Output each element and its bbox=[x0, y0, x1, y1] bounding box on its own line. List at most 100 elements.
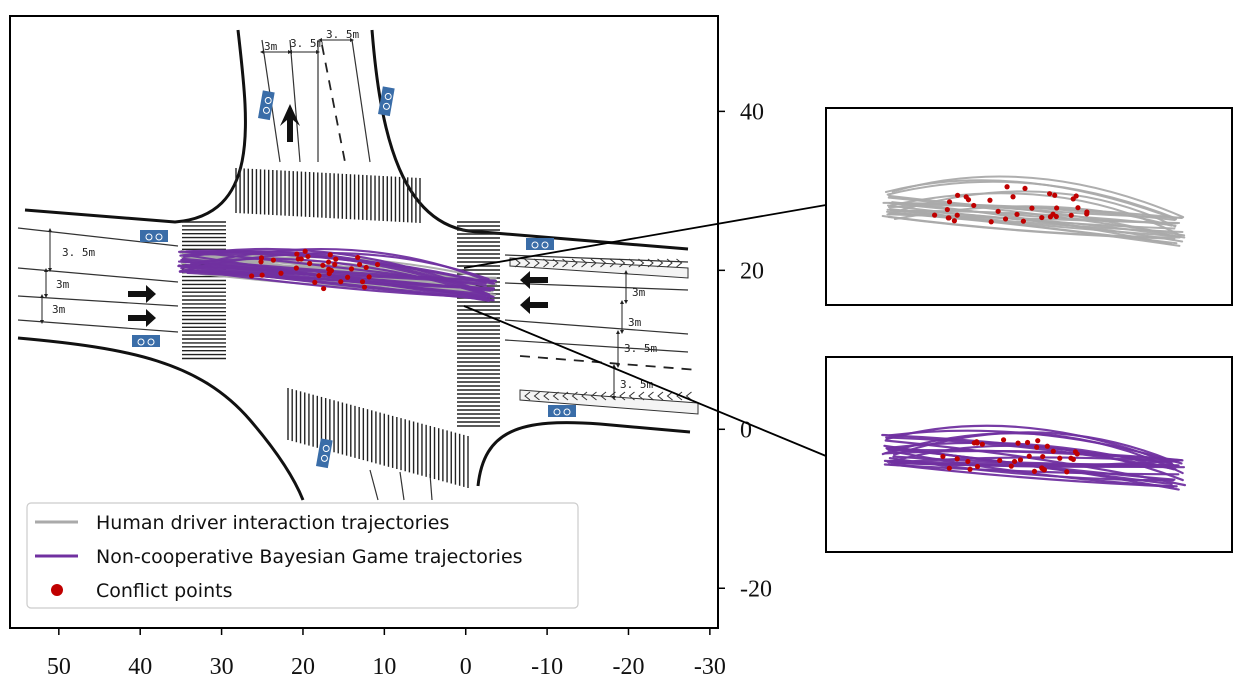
chevron-mark bbox=[552, 391, 559, 401]
conflict-point bbox=[374, 261, 381, 268]
lane-line-north bbox=[351, 39, 371, 163]
conflict-point-inset bbox=[971, 440, 977, 446]
x-tick-label: 50 bbox=[47, 654, 71, 680]
conflict-point-inset bbox=[1034, 444, 1040, 450]
conflict-point bbox=[348, 266, 355, 272]
legend-marker-conflict bbox=[51, 584, 63, 596]
lane-width-label: 3. 5m bbox=[624, 342, 657, 355]
conflict-point bbox=[248, 273, 255, 279]
chevron-mark bbox=[619, 258, 626, 268]
bike-lane-sign bbox=[378, 86, 395, 117]
chevron-island-east bbox=[509, 257, 689, 279]
conflict-point-inset bbox=[1010, 194, 1016, 200]
chevron-mark bbox=[628, 258, 635, 268]
bike-lane-sign bbox=[258, 90, 275, 121]
conflict-point bbox=[305, 253, 311, 260]
legend-label-game: Non-cooperative Bayesian Game trajectori… bbox=[96, 546, 523, 568]
conflict-point-inset bbox=[997, 457, 1003, 464]
conflict-point bbox=[327, 252, 333, 258]
bike-lane-sign bbox=[132, 335, 160, 347]
conflict-point bbox=[332, 261, 338, 268]
conflict-point bbox=[320, 262, 326, 268]
direction-arrow bbox=[128, 309, 156, 327]
lane-line-west bbox=[17, 227, 179, 247]
bike-lane-sign bbox=[140, 230, 168, 242]
conflict-point-inset bbox=[1050, 211, 1056, 217]
conflict-point-inset bbox=[1070, 196, 1076, 202]
chevron-mark bbox=[676, 391, 683, 401]
conflict-point-inset bbox=[1011, 458, 1018, 465]
bike-wheel bbox=[145, 233, 153, 241]
chevron-mark bbox=[657, 391, 664, 401]
lane-line-east bbox=[504, 282, 689, 291]
conflict-point-inset bbox=[1074, 451, 1080, 457]
legend-label-human: Human driver interaction trajectories bbox=[96, 512, 449, 534]
conflict-point-inset bbox=[1020, 218, 1026, 224]
lane-width-label: 3. 5m bbox=[290, 37, 323, 50]
conflict-point bbox=[356, 261, 363, 268]
chevron-mark bbox=[638, 258, 645, 268]
game-trajectory-inset bbox=[885, 436, 1177, 471]
bike-wheel bbox=[384, 93, 392, 101]
game-trajectory bbox=[178, 252, 490, 281]
chevron-mark bbox=[609, 258, 616, 268]
game-trajectory bbox=[181, 269, 494, 299]
x-tick-label: 0 bbox=[460, 654, 472, 680]
conflict-point-inset bbox=[1084, 209, 1090, 215]
zoom-connector-top bbox=[463, 204, 827, 269]
game-trajectory-inset bbox=[885, 441, 1175, 471]
bike-wheel bbox=[155, 233, 163, 241]
x-tick-label: -10 bbox=[531, 654, 563, 680]
bike-wheel bbox=[264, 97, 272, 105]
game-trajectory-inset bbox=[893, 431, 1174, 463]
conflict-point-inset bbox=[951, 218, 957, 224]
curb-southwest bbox=[17, 336, 305, 501]
game-trajectory-inset bbox=[883, 463, 1180, 476]
bike-lane-sign-plate bbox=[548, 405, 576, 417]
chevron-mark bbox=[647, 258, 654, 268]
human-trajectory-inset bbox=[886, 180, 1178, 220]
game-trajectory-inset bbox=[891, 446, 1173, 486]
x-tick-label: 10 bbox=[372, 654, 396, 680]
conflict-point bbox=[258, 259, 264, 265]
conflict-point-inset bbox=[944, 206, 950, 213]
direction-arrow-shape bbox=[280, 104, 300, 142]
chevron-mark bbox=[543, 391, 550, 401]
conflict-point-inset bbox=[1050, 448, 1056, 454]
conflict-point-inset bbox=[1068, 455, 1074, 461]
bike-lane-sign-plate bbox=[132, 335, 160, 347]
chevron-mark bbox=[666, 391, 673, 401]
conflict-point bbox=[307, 260, 313, 267]
chevron-mark bbox=[571, 391, 578, 401]
center-dash-east bbox=[519, 355, 699, 371]
conflict-point bbox=[278, 270, 284, 276]
conflict-point-inset bbox=[1014, 211, 1020, 217]
conflict-point-inset bbox=[965, 458, 971, 465]
conflict-point bbox=[366, 274, 372, 280]
game-trajectory-inset bbox=[885, 424, 1173, 465]
conflict-point-inset bbox=[987, 197, 993, 203]
lane-width-label: 3. 5m bbox=[326, 28, 359, 41]
x-tick-label: -20 bbox=[612, 654, 644, 680]
conflict-point-inset bbox=[955, 192, 961, 198]
conflict-point-inset bbox=[1015, 440, 1021, 446]
y-tick-label: 20 bbox=[740, 258, 764, 284]
direction-arrow-shape bbox=[520, 271, 548, 289]
legend-box bbox=[26, 502, 579, 609]
x-tick-label: -30 bbox=[694, 654, 726, 680]
conflict-point-inset bbox=[1026, 453, 1032, 459]
direction-arrow bbox=[128, 285, 156, 303]
conflict-point bbox=[270, 257, 276, 263]
conflict-point-inset bbox=[1054, 205, 1060, 211]
bike-lane-sign-plate bbox=[378, 86, 395, 117]
lane-width-label: 3m bbox=[628, 316, 642, 329]
conflict-point-inset bbox=[1047, 191, 1053, 197]
zoom-connector-bottom bbox=[463, 305, 827, 457]
center-dash-north bbox=[321, 44, 346, 163]
conflict-point-inset bbox=[1004, 184, 1010, 190]
bike-wheel bbox=[262, 106, 270, 114]
conflict-point bbox=[316, 272, 322, 279]
human-trajectory-inset bbox=[887, 204, 1175, 238]
lane-line-east bbox=[504, 339, 689, 353]
lane-line-south bbox=[399, 471, 405, 501]
